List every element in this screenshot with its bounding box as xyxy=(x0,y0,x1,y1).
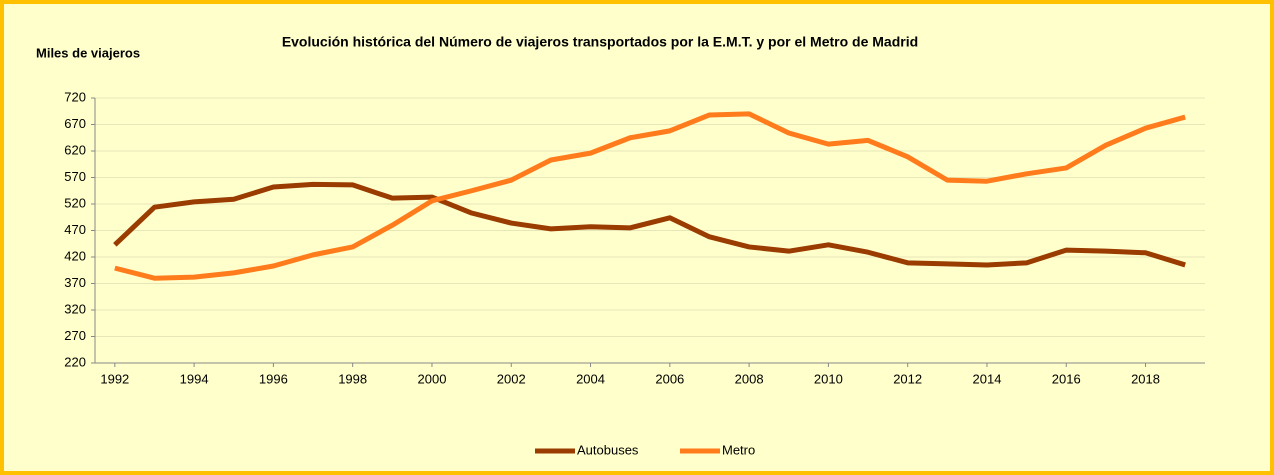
line-series xyxy=(114,111,1186,281)
y-tick-label: 570 xyxy=(64,169,86,184)
y-tick-label: 520 xyxy=(64,195,86,210)
legend-label: Autobuses xyxy=(577,442,639,457)
x-tick-label: 2004 xyxy=(576,371,605,386)
x-tick-label: 2008 xyxy=(735,371,764,386)
x-tick-label: 2012 xyxy=(893,371,922,386)
y-tick-label: 670 xyxy=(64,116,86,131)
y-tick-label: 270 xyxy=(64,328,86,343)
chart-title: Evolución histórica del Número de viajer… xyxy=(282,34,918,50)
legend-label: Metro xyxy=(722,442,755,457)
x-tick-label: 2006 xyxy=(655,371,684,386)
y-tick-label: 220 xyxy=(64,354,86,369)
x-tick-label: 1998 xyxy=(338,371,367,386)
x-tick-label: 2010 xyxy=(814,371,843,386)
x-tick-label: 1994 xyxy=(180,371,209,386)
x-tick-label: 1992 xyxy=(100,371,129,386)
x-tick-label: 2002 xyxy=(497,371,526,386)
y-tick-label: 470 xyxy=(64,222,86,237)
x-tick-label: 2014 xyxy=(973,371,1002,386)
y-tick-label: 620 xyxy=(64,142,86,157)
x-tick-label: 1996 xyxy=(259,371,288,386)
y-tick-label: 370 xyxy=(64,275,86,290)
y-tick-label: 720 xyxy=(64,89,86,104)
x-tick-label: 2000 xyxy=(418,371,447,386)
y-tick-label: 320 xyxy=(64,301,86,316)
y-tick-label: 420 xyxy=(64,248,86,263)
x-tick-label: 2016 xyxy=(1052,371,1081,386)
line-series xyxy=(113,181,1186,268)
y-axis-label: Miles de viajeros xyxy=(36,45,140,60)
x-tick-label: 2018 xyxy=(1131,371,1160,386)
